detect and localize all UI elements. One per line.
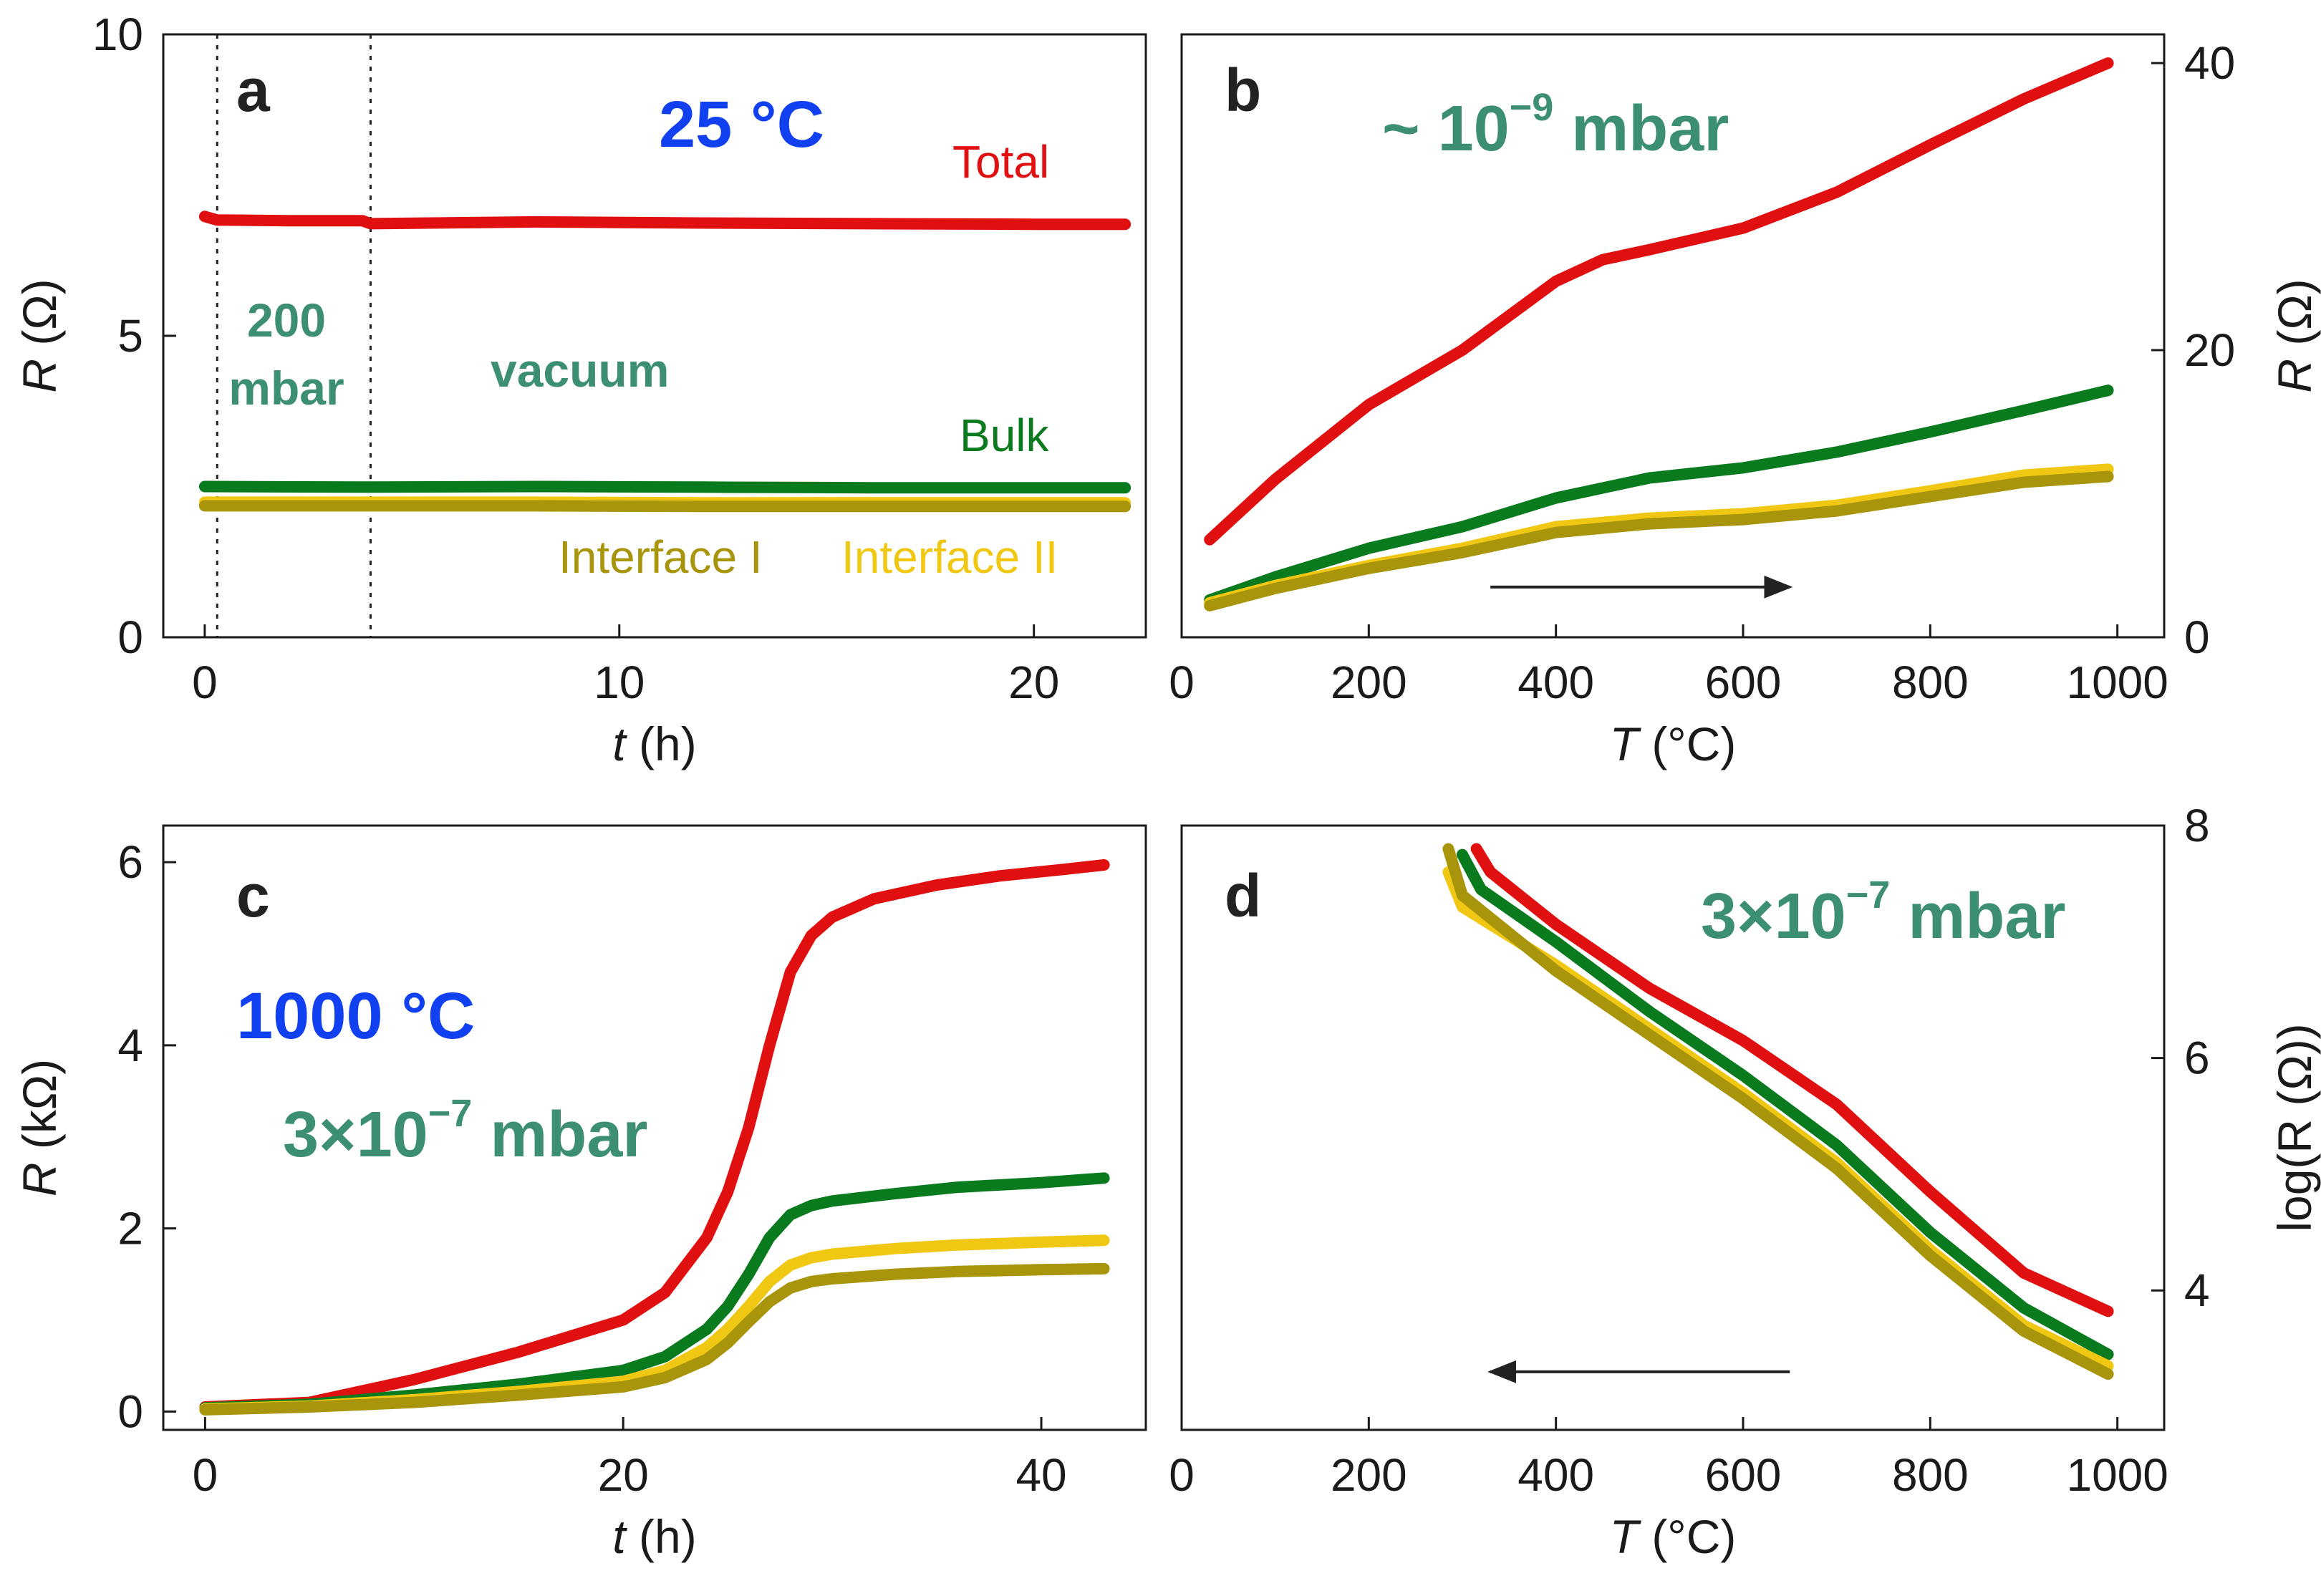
x-tick-label: 600 [1705, 657, 1782, 708]
x-tick-label: 40 [1015, 1449, 1066, 1501]
x-axis-unit: (h) [626, 1510, 697, 1563]
panel-c-frame [162, 824, 1147, 1431]
series-bulk [198, 480, 1131, 494]
x-axis-variable: T [1610, 717, 1642, 770]
pressure-label: ~ 10−9 mbar [1382, 86, 1729, 165]
y-axis-unit: (Ω) [2268, 279, 2321, 359]
x-tick-label: 400 [1517, 657, 1594, 708]
y-axis-variable: R [2268, 359, 2321, 393]
x-axis-title: t (h) [612, 1510, 696, 1563]
y-axis-title: R (Ω) [2268, 279, 2321, 392]
y-tick-label: 10 [92, 9, 143, 60]
x-axis-title: t (h) [612, 717, 696, 770]
series-interface-i [199, 1262, 1110, 1416]
y-tick-label: 0 [2184, 611, 2210, 663]
pressure-unit: mbar [1890, 881, 2065, 952]
x-tick-label: 10 [594, 657, 645, 708]
x-tick-label: 1000 [2066, 657, 2168, 708]
x-axis-unit: (h) [626, 717, 697, 770]
panel-b: 0 200 400 600 800 1000 0 20 40 T (°C) R (Ω) b ~ 10… [1169, 33, 2321, 770]
temperature-label: 25 °C [659, 88, 824, 161]
x-axis-title: T (°C) [1610, 717, 1737, 770]
y-tick-label: 6 [2184, 1032, 2210, 1084]
total-label: Total [952, 136, 1049, 188]
series-bulk [1457, 848, 2114, 1360]
y-tick-label: 6 [117, 836, 143, 888]
pressure-base: ~ 10 [1382, 93, 1510, 165]
pressure-label: 3×10−7 mbar [1701, 874, 2065, 952]
y-axis-unit: (Ω) [13, 279, 66, 359]
x-tick-label: 0 [193, 1449, 218, 1501]
y-axis-variable: R [13, 359, 66, 393]
panel-d-frame [1180, 824, 2166, 1431]
y-tick-label: 4 [2184, 1264, 2210, 1316]
y-axis-title: R (kΩ) [13, 1059, 66, 1196]
x-axis-variable: T [1610, 1510, 1642, 1563]
x-axis-title: T (°C) [1610, 1510, 1737, 1563]
y-tick-label: 8 [2184, 800, 2210, 851]
pressure-unit: mbar [1553, 93, 1729, 165]
panel-b-frame [1180, 33, 2166, 639]
panel-b-letter: b [1225, 57, 1261, 124]
y-tick-label: 4 [117, 1020, 143, 1071]
pressure-label: 3×10−7 mbar [283, 1092, 647, 1171]
y-tick-label: 0 [117, 1385, 143, 1437]
x-tick-label: 600 [1705, 1449, 1782, 1501]
x-tick-label: 800 [1892, 657, 1969, 708]
x-axis-unit: (°C) [1639, 717, 1736, 770]
pressure-exponent: −9 [1510, 86, 1554, 129]
y-tick-label: 40 [2184, 37, 2235, 89]
x-tick-label: 0 [192, 657, 218, 708]
interface-ii-label: Interface II [841, 531, 1058, 583]
y-axis-unit: log(R (Ω)) [2268, 1023, 2321, 1232]
x-tick-label: 0 [1169, 657, 1195, 708]
x-tick-label: 200 [1331, 1449, 1407, 1501]
panel-a-frame [162, 33, 1147, 639]
panel-c: 0 20 40 0 2 4 6 t (h) R (kΩ) c 1000 °C 3×10−7 mb… [13, 824, 1147, 1563]
y-tick-label: 2 [117, 1203, 143, 1254]
pressure-unit: mbar [472, 1099, 647, 1171]
series-interface-i [1442, 843, 2114, 1380]
series-total [1204, 57, 2114, 546]
x-tick-label: 0 [1169, 1449, 1195, 1501]
pressure-base: 3×10 [283, 1099, 428, 1171]
interface-i-label: Interface I [559, 531, 763, 583]
series-bulk [1204, 385, 2114, 606]
x-tick-label: 400 [1517, 1449, 1594, 1501]
series-bulk [199, 1172, 1110, 1414]
y-axis-title: log(R (Ω)) [2268, 1023, 2321, 1232]
pressure-base: 3×10 [1701, 881, 1846, 952]
pressure-200-label: 200 [247, 294, 326, 347]
y-tick-label: 20 [2184, 324, 2235, 376]
y-tick-label: 5 [117, 310, 143, 362]
x-tick-label: 200 [1331, 657, 1407, 708]
x-axis-variable: t [612, 1510, 627, 1563]
pressure-exponent: −7 [1846, 874, 1891, 917]
x-tick-label: 20 [1008, 657, 1059, 708]
x-tick-label: 800 [1892, 1449, 1969, 1501]
panel-c-letter: c [236, 862, 270, 929]
y-axis-title: R (Ω) [13, 279, 66, 392]
y-axis-variable: R [13, 1162, 66, 1196]
x-tick-label: 20 [598, 1449, 649, 1501]
series-total [198, 211, 1131, 231]
temperature-label: 1000 °C [236, 980, 475, 1053]
panel-d: 0 200 400 600 800 1000 4 6 8 T (°C) log(R (Ω)) d 3… [1169, 800, 2321, 1563]
x-tick-label: 1000 [2066, 1449, 2168, 1501]
series-total [199, 859, 1110, 1413]
x-axis-variable: t [612, 717, 627, 770]
panel-a-letter: a [236, 57, 271, 124]
series-interface-i [1204, 470, 2114, 611]
y-axis-unit: (kΩ) [13, 1059, 66, 1163]
panel-d-letter: d [1225, 862, 1261, 929]
y-tick-label: 0 [117, 611, 143, 663]
x-axis-unit: (°C) [1639, 1510, 1736, 1563]
bulk-label: Bulk [960, 410, 1050, 461]
series-total [1470, 843, 2114, 1317]
pressure-mbar-label: mbar [228, 362, 344, 415]
vacuum-label: vacuum [491, 344, 669, 397]
pressure-exponent: −7 [428, 1092, 473, 1135]
